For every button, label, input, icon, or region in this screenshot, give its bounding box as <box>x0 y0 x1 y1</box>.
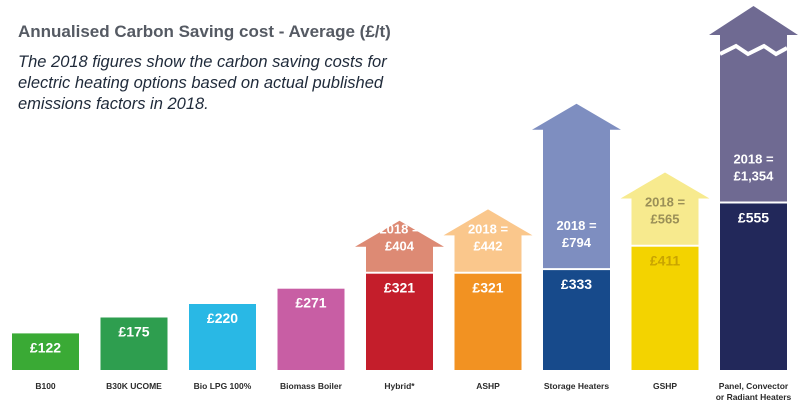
value-label-panel-convector-or-radiant-heaters: £555 <box>738 210 769 226</box>
bar-b30k-ucome <box>100 317 168 370</box>
break-mark <box>719 43 788 57</box>
label-2018-gshp: 2018 = £565 <box>645 195 686 227</box>
bar-gshp <box>631 246 699 370</box>
label-2018-hybrid: 2018 = £404 <box>379 222 420 254</box>
label-2018-panel-convector-or-radiant-heaters: 2018 = £1,354 <box>733 152 774 184</box>
bar-b100 <box>12 333 79 370</box>
arrow-2018-gshp <box>620 172 710 245</box>
value-label-gshp: £411 <box>650 253 681 269</box>
value-label-bio-lpg-100: £220 <box>207 310 238 326</box>
value-label-biomass-boiler: £271 <box>295 295 326 311</box>
value-label-b100: £122 <box>30 339 61 355</box>
category-label-gshp: GSHP <box>653 381 677 391</box>
arrow-2018-ashp <box>443 209 533 272</box>
bar-bio-lpg-100 <box>189 304 256 370</box>
category-label-hybrid: Hybrid* <box>384 381 415 391</box>
chart-title: Annualised Carbon Saving cost - Average … <box>18 22 391 41</box>
category-label-bio-lpg-100: Bio LPG 100% <box>194 381 252 391</box>
category-label-ashp: ASHP <box>476 381 500 391</box>
label-2018-storage-heaters: 2018 = £794 <box>556 218 597 250</box>
value-label-b30k-ucome: £175 <box>118 324 149 340</box>
category-label-b100: B100 <box>35 381 56 391</box>
chart-subtitle: The 2018 figures show the carbon saving … <box>18 53 387 113</box>
label-2018-ashp: 2018 = £442 <box>468 222 509 254</box>
arrow-2018-hybrid <box>355 220 444 272</box>
bar-hybrid <box>366 273 433 370</box>
arrow-2018-storage-heaters <box>532 103 621 269</box>
value-label-ashp: £321 <box>472 280 503 296</box>
category-label-panel-convector-or-radiant-heaters: Panel, Convector or Radiant Heaters <box>716 381 792 402</box>
bar-ashp <box>454 273 522 370</box>
bar-biomass-boiler <box>277 288 345 370</box>
category-label-biomass-boiler: Biomass Boiler <box>280 381 343 391</box>
bar-storage-heaters <box>543 270 610 370</box>
value-label-hybrid: £321 <box>384 280 415 296</box>
bar-panel-convector-or-radiant-heaters <box>720 203 787 370</box>
value-label-storage-heaters: £333 <box>561 276 592 292</box>
category-label-storage-heaters: Storage Heaters <box>544 381 609 391</box>
category-label-b30k-ucome: B30K UCOME <box>106 381 162 391</box>
